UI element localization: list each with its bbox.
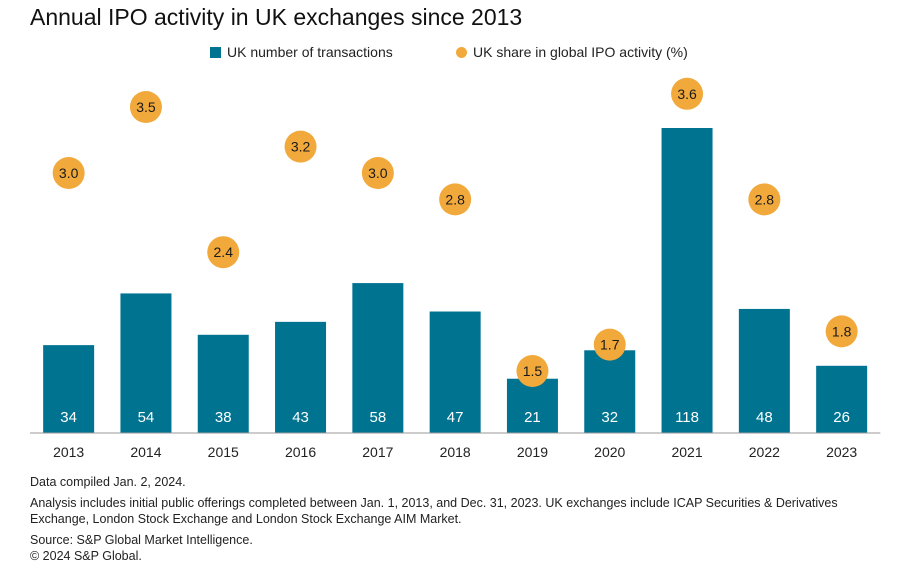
dot-label-2019: 1.5 bbox=[523, 363, 543, 379]
x-tick-2019: 2019 bbox=[517, 444, 548, 460]
bar-2023 bbox=[816, 365, 868, 433]
x-tick-2016: 2016 bbox=[285, 444, 316, 460]
dot-2020 bbox=[593, 328, 626, 361]
legend-item-transactions: UK number of transactions bbox=[210, 44, 393, 60]
dot-label-2016: 3.2 bbox=[291, 139, 311, 155]
note-compiled: Data compiled Jan. 2, 2024. bbox=[30, 475, 186, 489]
bar-2021 bbox=[661, 128, 713, 433]
dot-2014 bbox=[129, 91, 162, 123]
bar-2020 bbox=[584, 350, 636, 433]
dot-label-2023: 1.8 bbox=[832, 323, 852, 339]
legend-swatch-bar bbox=[210, 46, 221, 58]
bar-label-2021: 118 bbox=[675, 409, 699, 426]
dot-2022 bbox=[748, 183, 781, 216]
chart-legend: UK number of transactions UK share in gl… bbox=[0, 44, 908, 64]
x-tick-2018: 2018 bbox=[440, 444, 471, 460]
bar-2015 bbox=[197, 334, 249, 433]
legend-label-share: UK share in global IPO activity (%) bbox=[473, 44, 688, 60]
bar-label-2015: 38 bbox=[215, 409, 232, 426]
bar-label-2018: 47 bbox=[447, 409, 464, 426]
bar-2013 bbox=[43, 345, 95, 433]
dot-label-2015: 2.4 bbox=[214, 244, 234, 260]
legend-item-share: UK share in global IPO activity (%) bbox=[456, 44, 688, 60]
dot-2018 bbox=[439, 183, 472, 216]
dot-label-2013: 3.0 bbox=[59, 165, 79, 181]
chart-notes: Data compiled Jan. 2, 2024. Analysis inc… bbox=[30, 474, 890, 565]
legend-swatch-dot bbox=[456, 46, 467, 58]
x-tick-2022: 2022 bbox=[749, 444, 780, 460]
bar-label-2014: 54 bbox=[138, 409, 155, 426]
bar-2019 bbox=[506, 378, 558, 433]
dot-2013 bbox=[52, 157, 85, 189]
x-tick-2021: 2021 bbox=[671, 444, 702, 460]
x-tick-2023: 2023 bbox=[826, 444, 857, 460]
dot-2015 bbox=[207, 236, 240, 269]
bar-2017 bbox=[352, 283, 404, 433]
dot-label-2020: 1.7 bbox=[600, 337, 620, 353]
note-analysis: Analysis includes initial public offerin… bbox=[30, 495, 838, 527]
bar-2018 bbox=[429, 311, 481, 433]
bar-label-2016: 43 bbox=[292, 409, 309, 426]
dot-label-2017: 3.0 bbox=[368, 165, 388, 181]
x-tick-2015: 2015 bbox=[208, 444, 239, 460]
x-tick-2014: 2014 bbox=[130, 444, 161, 460]
x-tick-2013: 2013 bbox=[53, 444, 84, 460]
bar-label-2020: 32 bbox=[601, 409, 618, 426]
bar-2022 bbox=[738, 308, 790, 433]
x-tick-2020: 2020 bbox=[594, 444, 625, 460]
legend-label-transactions: UK number of transactions bbox=[227, 44, 393, 60]
dot-label-2018: 2.8 bbox=[445, 191, 465, 207]
bar-label-2023: 26 bbox=[833, 409, 850, 426]
bar-2014 bbox=[120, 293, 172, 433]
dot-2019 bbox=[516, 355, 549, 387]
bar-label-2022: 48 bbox=[756, 409, 773, 426]
chart-title: Annual IPO activity in UK exchanges sinc… bbox=[30, 4, 523, 30]
bar-label-2019: 21 bbox=[524, 409, 541, 426]
dot-2021 bbox=[671, 77, 704, 110]
bar-label-2013: 34 bbox=[60, 409, 77, 426]
dot-2023 bbox=[825, 315, 858, 348]
dot-label-2021: 3.6 bbox=[677, 86, 697, 102]
dot-2016 bbox=[284, 130, 317, 163]
chart-plot: 34 2013 3.0 54 2014 3.5 38 2015 2.4 43 2016 3.2 58 20… bbox=[30, 77, 881, 460]
dot-label-2014: 3.5 bbox=[136, 99, 156, 115]
note-copyright: © 2024 S&P Global. bbox=[30, 549, 142, 563]
x-tick-2017: 2017 bbox=[362, 444, 393, 460]
dot-2017 bbox=[361, 157, 394, 189]
dot-label-2022: 2.8 bbox=[755, 191, 775, 207]
bar-2016 bbox=[275, 321, 327, 433]
note-source: Source: S&P Global Market Intelligence. bbox=[30, 532, 253, 547]
bar-label-2017: 58 bbox=[370, 409, 387, 426]
